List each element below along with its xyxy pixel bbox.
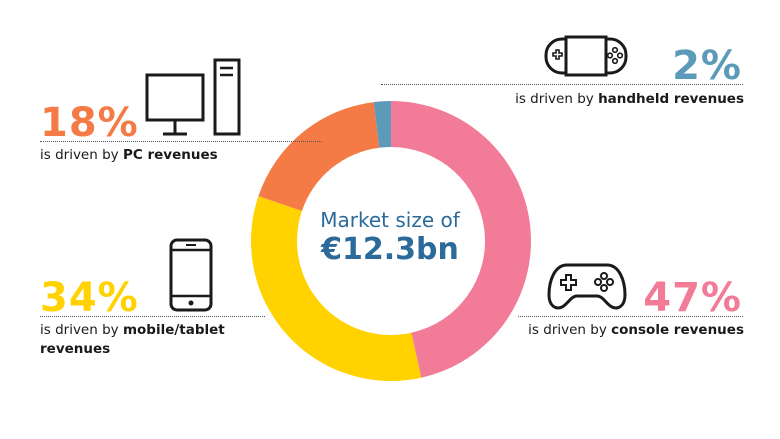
mobile-label-line2: revenues — [40, 341, 111, 357]
handheld-prefix: is driven by — [515, 91, 594, 107]
handheld-label: handheld revenues — [598, 91, 744, 107]
console-percent: 47% — [643, 275, 742, 321]
console-label: console revenues — [611, 322, 744, 338]
pc-prefix: is driven by — [40, 147, 119, 163]
gamepad-icon — [547, 263, 627, 310]
donut-slice-console — [391, 101, 531, 378]
donut-slice-pc — [258, 102, 380, 211]
donut-slice-handheld — [373, 101, 391, 148]
mobile-percent: 34% — [40, 275, 139, 321]
handheld-console-icon — [544, 35, 628, 77]
center-value: €12.3bn — [321, 232, 459, 267]
mobile-prefix: is driven by — [40, 322, 119, 338]
pc-label: PC revenues — [122, 147, 218, 163]
console-description: is driven by console revenues — [528, 321, 744, 340]
center-title: Market size of — [320, 208, 460, 232]
handheld-description: is driven by handheld revenues — [515, 90, 744, 109]
handheld-percent: 2% — [672, 43, 742, 89]
console-leader-line — [518, 316, 743, 317]
handheld-leader-line — [381, 84, 743, 85]
smartphone-icon — [169, 238, 213, 312]
pc-leader-line — [40, 141, 322, 142]
console-prefix: is driven by — [528, 322, 607, 338]
pc-description: is driven by PC revenues — [40, 146, 218, 165]
donut-slice-mobile-tablet — [250, 196, 422, 381]
mobile-label: mobile/tablet — [122, 322, 225, 338]
desktop-pc-icon — [145, 58, 241, 136]
pc-percent: 18% — [40, 100, 139, 146]
mobile-description: is driven by mobile/tablet revenues — [40, 321, 240, 359]
mobile-leader-line — [40, 316, 265, 317]
